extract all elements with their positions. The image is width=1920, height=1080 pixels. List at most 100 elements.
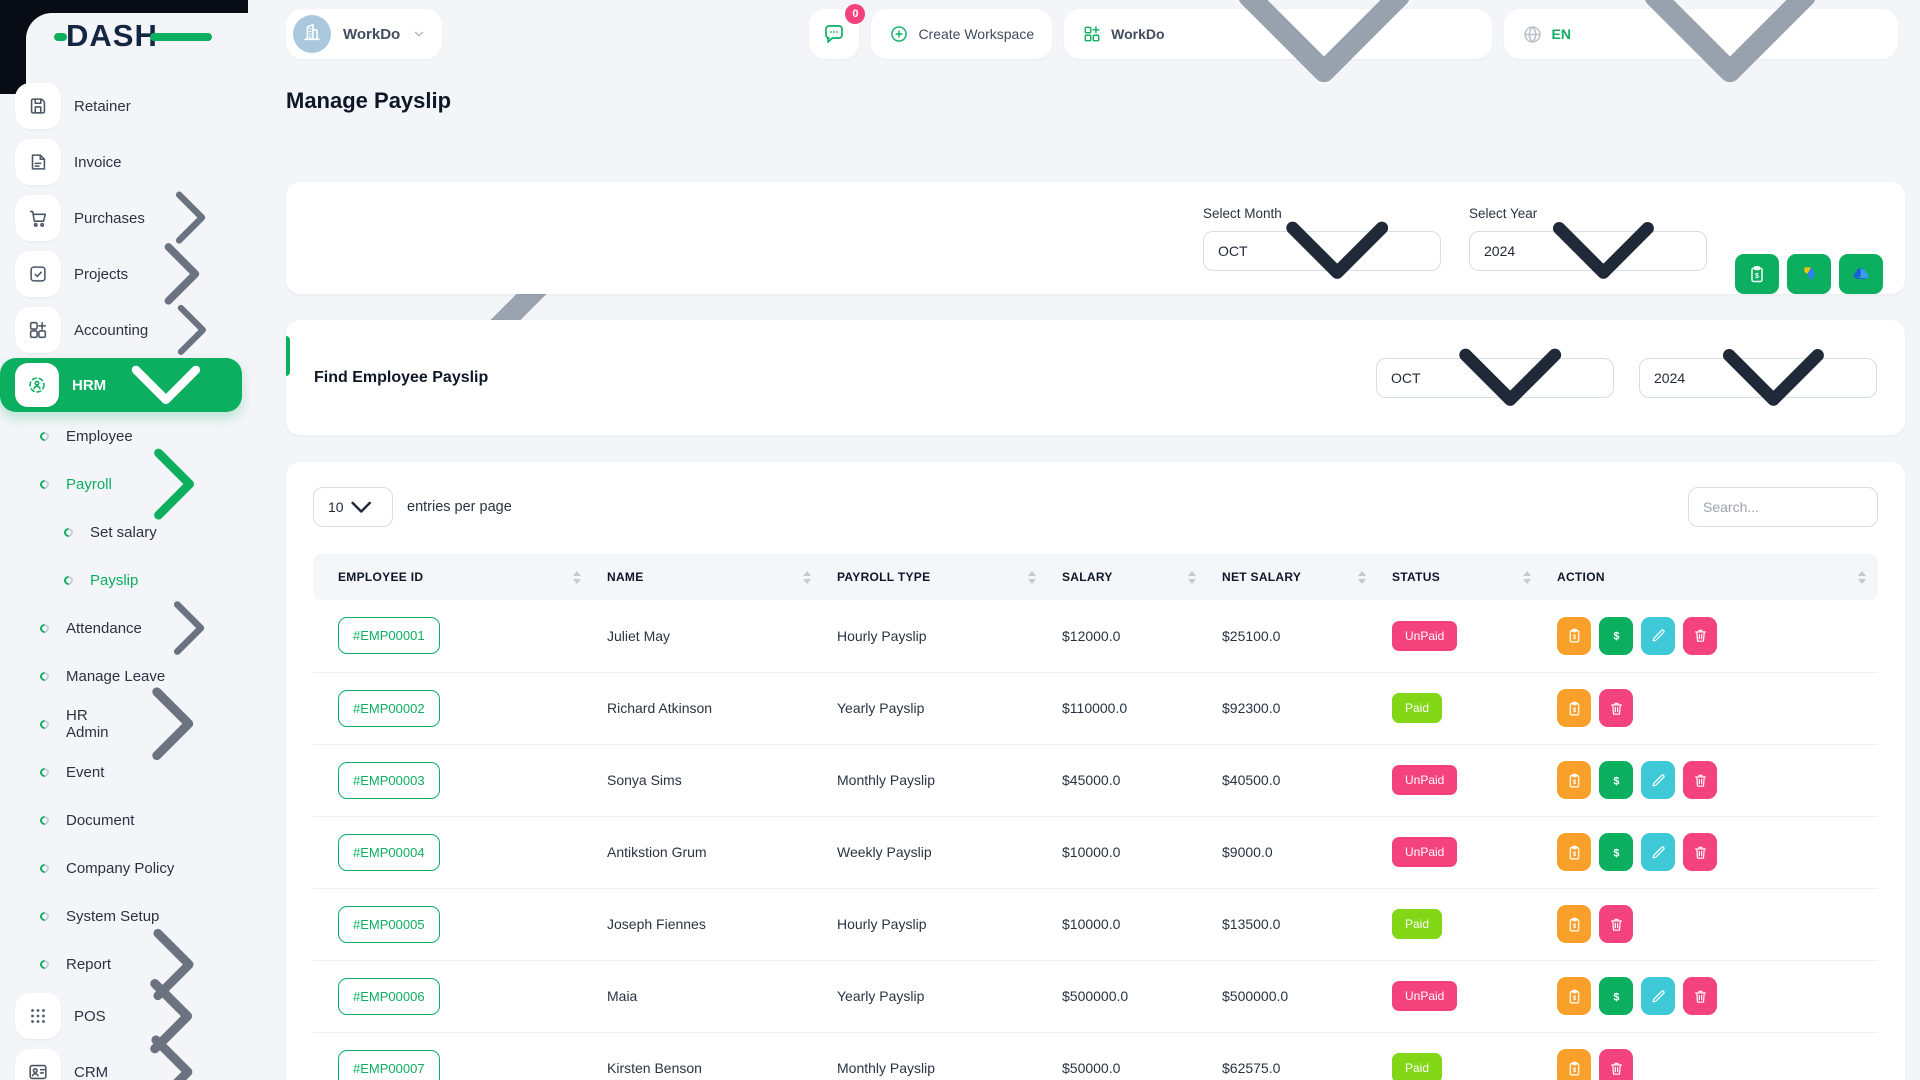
create-workspace-button[interactable]: Create Workspace — [871, 9, 1053, 59]
sidebar-nav: Retainer Invoice Purchases Projects Accounti… — [0, 78, 258, 1080]
pay-action-button[interactable]: $ — [1599, 761, 1633, 799]
action-cell: $ $ — [1543, 600, 1878, 672]
pencil-icon — [1650, 844, 1667, 861]
sidebar-item-accounting[interactable]: Accounting — [0, 302, 258, 358]
sidebar-item-pos[interactable]: POS — [0, 978, 258, 1054]
sidebar-item-label: Company Policy — [66, 859, 175, 877]
column-label: NET SALARY — [1222, 570, 1302, 584]
sidebar-item-hrm[interactable]: HRM — [0, 358, 242, 412]
column-header-salary[interactable]: SALARY — [1048, 554, 1208, 600]
card-accent-bar — [286, 336, 290, 376]
chevron-right-icon — [111, 902, 236, 1027]
column-header-name[interactable]: NAME — [593, 554, 823, 600]
sort-icon[interactable] — [1523, 570, 1531, 584]
sidebar-item-purchases[interactable]: Purchases — [0, 190, 258, 246]
sort-icon[interactable] — [1028, 570, 1036, 584]
workspace-switcher[interactable]: WorkDo — [286, 9, 443, 59]
delete-action-button[interactable] — [1599, 905, 1633, 943]
edit-action-button[interactable] — [1641, 833, 1675, 871]
payslip-action-button[interactable]: $ — [1557, 905, 1591, 943]
find-year-value: 2024 — [1654, 369, 1686, 386]
delete-action-button[interactable] — [1683, 833, 1717, 871]
svg-text:$: $ — [1613, 991, 1619, 1003]
employee-id-pill[interactable]: #EMP00001 — [338, 617, 440, 655]
delete-action-button[interactable] — [1683, 616, 1717, 655]
delete-action-button[interactable] — [1599, 689, 1633, 727]
sidebar-item-manage-leave[interactable]: Manage Leave — [0, 652, 258, 700]
export-drive-button[interactable] — [1787, 254, 1831, 294]
edit-action-button[interactable] — [1641, 761, 1675, 799]
sidebar-item-payslip[interactable]: Payslip — [0, 556, 258, 604]
sidebar-item-crm[interactable]: CRM — [0, 1035, 258, 1080]
payslip-action-button[interactable]: $ — [1557, 833, 1591, 871]
sidebar-item-hr-admin[interactable]: HR Admin — [0, 687, 258, 761]
payslip-action-button[interactable]: $ — [1557, 761, 1591, 799]
sidebar-item-employee[interactable]: Employee — [0, 412, 258, 460]
pay-action-button[interactable]: $ — [1599, 833, 1633, 871]
generate-payslip-button[interactable]: $ — [1735, 254, 1779, 294]
sidebar-item-projects[interactable]: Projects — [0, 243, 258, 305]
employee-id-pill[interactable]: #EMP00006 — [338, 977, 440, 1015]
employee-id-pill[interactable]: #EMP00003 — [338, 761, 440, 799]
messages-button[interactable]: 0 — [809, 4, 866, 59]
payslip-action-button[interactable]: $ — [1557, 689, 1591, 727]
action-cell: $ — [1543, 887, 1878, 960]
entries-per-page-label: entries per page — [407, 499, 512, 515]
globe-icon — [1522, 24, 1543, 45]
edit-action-button[interactable] — [1641, 616, 1675, 655]
name-cell: Antikstion Grum — [593, 815, 823, 888]
payroll-type-cell: Monthly Payslip — [823, 1031, 1048, 1080]
payslip-action-button[interactable]: $ — [1557, 616, 1591, 655]
find-year-select[interactable]: 2024 — [1639, 349, 1877, 406]
column-header-net-salary[interactable]: NET SALARY — [1208, 554, 1378, 600]
sidebar-item-invoice[interactable]: Invoice — [0, 134, 258, 190]
export-cloud-button[interactable] — [1839, 254, 1883, 294]
employee-id-pill[interactable]: #EMP00005 — [338, 905, 440, 943]
sidebar-item-attendance[interactable]: Attendance — [0, 601, 258, 655]
sidebar-item-label: Report — [66, 955, 112, 973]
sidebar-item-document[interactable]: Document — [0, 796, 258, 844]
sidebar-item-company-policy[interactable]: Company Policy — [0, 844, 258, 892]
employee-id-pill[interactable]: #EMP00002 — [338, 689, 440, 727]
employee-id-pill[interactable]: #EMP00004 — [338, 833, 440, 871]
employee-id-pill[interactable]: #EMP00007 — [338, 1049, 440, 1080]
sidebar-item-payroll[interactable]: Payroll — [0, 448, 258, 520]
column-header-status[interactable]: STATUS — [1378, 554, 1543, 600]
column-header-employee-id[interactable]: EMPLOYEE ID — [313, 554, 593, 600]
column-header-action[interactable]: ACTION — [1543, 554, 1878, 600]
bullet-icon — [38, 957, 51, 971]
sidebar-item-system-setup[interactable]: System Setup — [0, 892, 258, 940]
delete-action-button[interactable] — [1599, 1049, 1633, 1080]
sort-icon[interactable] — [573, 570, 581, 584]
pay-action-button[interactable]: $ — [1599, 616, 1633, 655]
search-input[interactable] — [1688, 487, 1878, 527]
delete-action-button[interactable] — [1683, 761, 1717, 799]
sidebar-item-retainer[interactable]: Retainer — [0, 78, 258, 134]
payslip-action-button[interactable]: $ — [1557, 1049, 1591, 1080]
pay-action-button[interactable]: $ — [1599, 977, 1633, 1015]
payslip-action-button[interactable]: $ — [1557, 977, 1591, 1015]
payroll-type-cell: Weekly Payslip — [823, 815, 1048, 888]
name-cell: Sonya Sims — [593, 743, 823, 816]
sidebar-item-label: HR Admin — [66, 707, 109, 741]
payroll-type-cell: Yearly Payslip — [823, 959, 1048, 1032]
column-header-payroll-type[interactable]: PAYROLL TYPE — [823, 554, 1048, 600]
trash-icon — [1692, 627, 1709, 644]
chevron-right-icon — [148, 286, 236, 374]
workdo-menu-button[interactable]: WorkDo — [1064, 0, 1492, 83]
sidebar-item-event[interactable]: Event — [0, 748, 258, 796]
sort-icon[interactable] — [1358, 570, 1366, 584]
sort-icon[interactable] — [1858, 570, 1866, 584]
sidebar-item-set-salary[interactable]: Set salary — [0, 508, 258, 556]
language-selector[interactable]: EN — [1503, 0, 1898, 83]
sidebar-item-report[interactable]: Report — [0, 928, 258, 1000]
find-month-select[interactable]: OCT — [1376, 348, 1614, 407]
sort-icon[interactable] — [1188, 570, 1196, 584]
edit-action-button[interactable] — [1641, 977, 1675, 1015]
page-size-select[interactable]: 10 — [313, 487, 393, 527]
month-select[interactable]: OCT — [1203, 221, 1441, 280]
year-select[interactable]: 2024 — [1469, 222, 1707, 279]
delete-action-button[interactable] — [1683, 977, 1717, 1015]
sort-icon[interactable] — [803, 570, 811, 584]
status-cell: UnPaid — [1378, 815, 1543, 888]
